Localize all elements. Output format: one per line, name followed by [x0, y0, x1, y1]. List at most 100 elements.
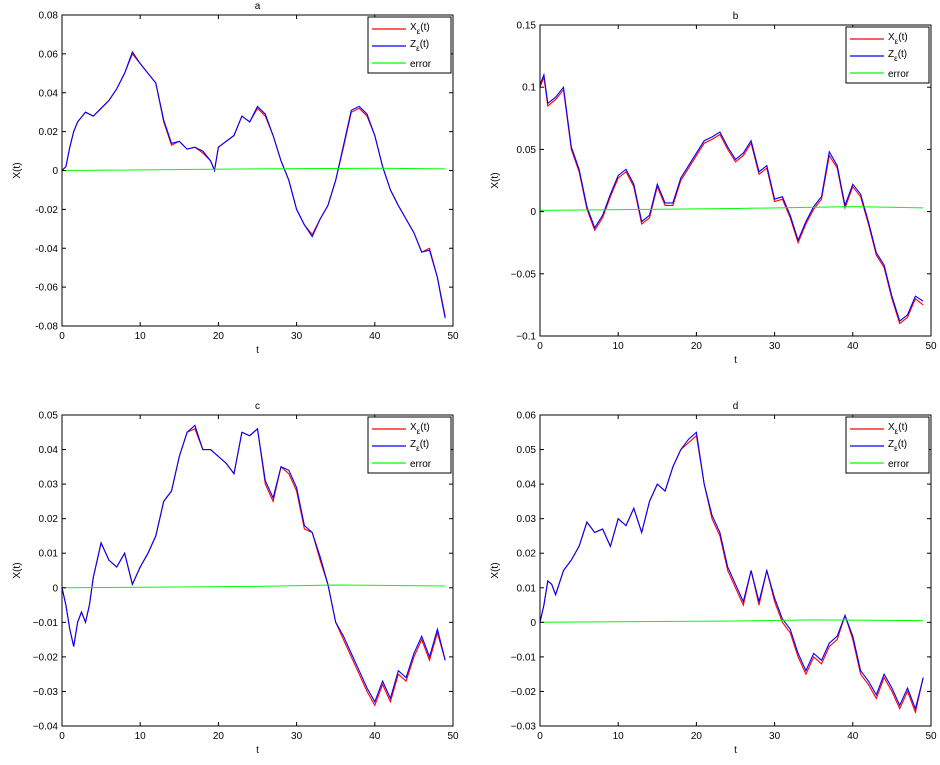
subplot-a: a 0 10 20 30 40 50 -0.08 -0.06 -0.04 -0.02 0 0.02 0.0…: [12, 1, 459, 356]
y-tick-label: 0.06: [517, 411, 537, 422]
y-tick-label: -0.02: [35, 205, 58, 216]
axes-box: [539, 414, 932, 727]
y-tick-label: 0.04: [39, 88, 59, 99]
plot-title: d: [733, 401, 739, 412]
legend-label-arg: (t): [898, 32, 907, 43]
legend-label-arg: (t): [420, 422, 429, 433]
legend: Xε(t)Zε(t)error: [367, 416, 452, 474]
axes-box: [539, 24, 932, 337]
legend-label-x: Xε(t): [410, 22, 430, 36]
x-tick-label: 0: [59, 731, 65, 742]
y-tick-label: −0.02: [511, 687, 537, 698]
x-tick-label: 30: [769, 731, 781, 742]
x-tick-label: 10: [613, 731, 625, 742]
legend-label-main: X: [888, 32, 895, 43]
x-tick-label: 40: [847, 341, 859, 352]
x-tick-label: 20: [213, 731, 225, 742]
legend-box: [845, 416, 930, 474]
x-tick-label: 0: [59, 331, 65, 342]
legend-label-z: Zε(t): [888, 439, 907, 453]
legend-label-arg: (t): [898, 49, 907, 60]
y-tick-label: 0.03: [39, 480, 59, 491]
y-tick-label: 0.08: [39, 11, 59, 22]
legend-box: [845, 26, 930, 84]
x-tick-label: 10: [613, 341, 625, 352]
x-tick-label: 50: [925, 341, 937, 352]
legend-label-main: X: [410, 22, 417, 33]
y-tick-label: 0.02: [39, 514, 59, 525]
legend-label-x: Xε(t): [888, 422, 908, 436]
y-tick-label: −0.01: [33, 618, 59, 629]
legend: Xε(t)Zε(t)error: [845, 26, 930, 84]
y-tick-label: -0.06: [35, 283, 58, 294]
y-tick-label: 0.04: [39, 445, 59, 456]
x-axis-label: t: [734, 745, 737, 756]
x-tick-label: 20: [691, 731, 703, 742]
x-tick-label: 40: [369, 331, 381, 342]
series-line-x: [540, 75, 924, 325]
legend-label-main: Z: [410, 39, 416, 50]
legend-label-subscript: ε: [417, 427, 421, 436]
series-line-error: [62, 584, 446, 589]
y-tick-label: -0.04: [35, 244, 58, 255]
legend-label-subscript: ε: [894, 444, 898, 453]
y-tick-label: 0: [52, 583, 58, 594]
y-tick-label: 0.03: [517, 514, 537, 525]
axes-box: [61, 414, 454, 727]
legend-label-subscript: ε: [416, 444, 420, 453]
legend-label-arg: (t): [898, 439, 907, 450]
series-line-z: [540, 431, 924, 711]
series-line-z: [540, 72, 924, 323]
series-line-error: [62, 167, 446, 171]
legend-label-main: X: [888, 422, 895, 433]
legend-box: [367, 16, 452, 74]
series-line-z: [62, 424, 446, 704]
y-tick-label: −0.01: [511, 652, 537, 663]
series-line-error: [540, 206, 924, 211]
y-tick-label: −0.04: [33, 722, 59, 733]
x-tick-label: 10: [135, 731, 147, 742]
y-tick-label: 0.01: [39, 549, 59, 560]
y-tick-label: 0.01: [517, 583, 537, 594]
x-tick-label: 0: [537, 341, 543, 352]
legend-label-subscript: ε: [417, 27, 421, 36]
y-tick-label: 0.15: [517, 21, 537, 32]
legend-label-z: Zε(t): [888, 49, 907, 63]
series-line-error: [540, 619, 924, 623]
plot-title: a: [255, 1, 261, 12]
x-tick-label: 50: [447, 731, 459, 742]
legend-box: [367, 416, 452, 474]
y-tick-label: −0.03: [511, 722, 537, 733]
x-axis-label: t: [256, 745, 259, 756]
legend-label-main: Z: [888, 49, 894, 60]
x-tick-label: 20: [691, 341, 703, 352]
y-axis-label: X(t): [12, 562, 23, 578]
legend: Xε(t)Zε(t)error: [845, 416, 930, 474]
y-tick-label: 0.05: [517, 445, 537, 456]
y-tick-label: −0.03: [33, 687, 59, 698]
x-tick-label: 10: [135, 331, 147, 342]
legend-label-error: error: [410, 459, 432, 470]
legend-label-arg: (t): [420, 39, 429, 50]
legend-label-x: Xε(t): [888, 32, 908, 46]
y-tick-label: 0.02: [39, 127, 59, 138]
legend-label-z: Zε(t): [410, 439, 429, 453]
y-tick-label: 0.02: [517, 549, 537, 560]
subplot-b: b0 10 20 30 40 50−0.1−0.0500.050.10.15tX(t)Xε…: [490, 11, 937, 366]
plot-title: b: [733, 11, 739, 22]
y-tick-label: 0.1: [522, 83, 536, 94]
legend-label-subscript: ε: [416, 44, 420, 53]
legend-label-subscript: ε: [895, 427, 899, 436]
legend-label-arg: (t): [420, 22, 429, 33]
x-tick-label: 40: [369, 731, 381, 742]
y-tick-label: 0: [52, 166, 58, 177]
series-line-x: [62, 52, 446, 317]
y-tick-label: −0.05: [511, 269, 537, 280]
legend-label-main: Z: [410, 439, 416, 450]
legend-label-arg: (t): [420, 439, 429, 450]
legend-label-z: Zε(t): [410, 39, 429, 53]
y-axis-label: X(t): [490, 172, 501, 188]
x-tick-label: 30: [291, 331, 303, 342]
y-tick-label: −0.1: [516, 332, 536, 343]
